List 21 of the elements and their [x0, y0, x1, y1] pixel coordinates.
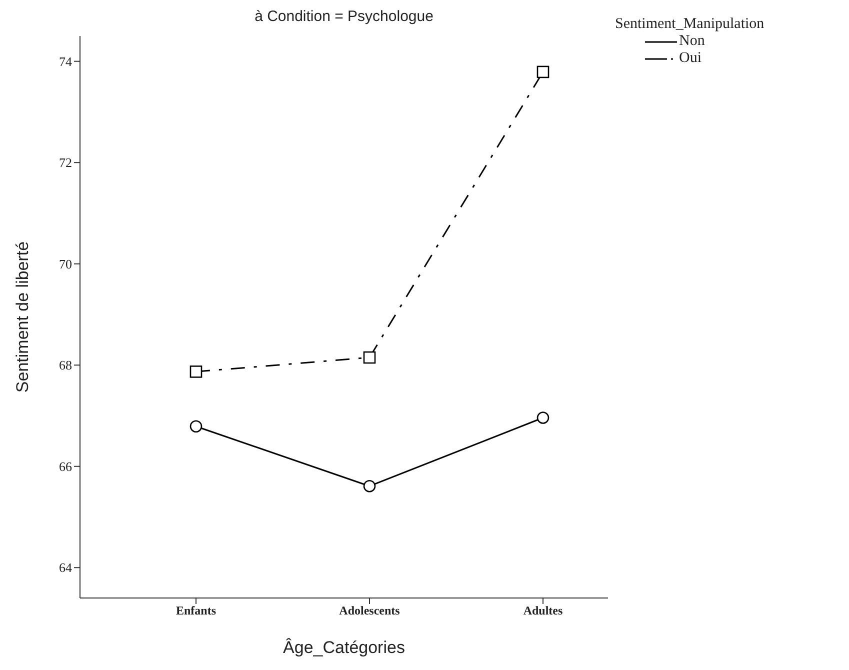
legend-label: Oui	[679, 50, 702, 67]
point	[190, 366, 202, 378]
y-tick-label: 66	[59, 458, 72, 474]
y-tick-label: 68	[59, 358, 72, 373]
x-tick-label: Adolescents	[339, 604, 400, 618]
y-tick-label: 74	[59, 54, 72, 69]
y-tick-label: 64	[59, 560, 72, 576]
x-axis-title: Âge_Catégories	[283, 638, 405, 657]
chart-title: à Condition = Psychologue	[254, 8, 434, 25]
y-tick-label: 70	[59, 256, 72, 272]
y-tick-label: 72	[59, 155, 72, 170]
point	[536, 412, 550, 424]
point	[363, 480, 376, 492]
legend-label: Non	[679, 33, 705, 50]
point	[536, 66, 550, 78]
point	[190, 420, 202, 433]
point	[363, 351, 376, 364]
x-tick-label: Adultes	[523, 604, 563, 618]
y-axis-title: Sentiment de liberté	[13, 241, 32, 393]
x-tick-label: Enfants	[176, 604, 216, 618]
legend-title: Sentiment_Manipulation	[615, 16, 764, 33]
